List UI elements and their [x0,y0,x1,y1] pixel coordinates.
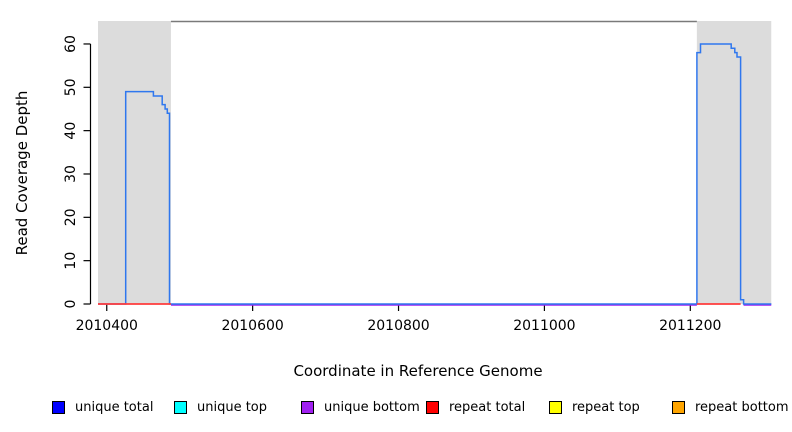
y-axis-title: Read Coverage Depth [13,90,31,256]
legend-swatch-repeat-top [549,400,562,414]
x-tick-label: 2010400 [76,318,138,334]
legend-swatch-unique-bottom [301,400,314,414]
shaded-region-left [98,21,171,304]
y-tick-label: 30 [63,165,79,183]
legend-swatch-unique-top [174,400,187,414]
x-tick-label: 2011200 [659,318,721,334]
x-tick-label: 2010600 [221,318,283,334]
legend-label-unique-top: unique top [197,399,268,415]
legend-swatch-repeat-bottom [672,400,685,414]
y-tick-label: 20 [63,208,79,226]
legend-label-unique-bottom: unique bottom [324,399,420,415]
legend: unique total unique top unique bottom repea… [0,399,792,417]
coverage-line [98,43,772,305]
legend-swatch-repeat-total [426,400,439,414]
legend-item-unique-top: unique top [174,399,267,415]
x-tick-label: 2011000 [513,318,575,334]
legend-item-unique-total: unique total [52,399,153,415]
legend-label-repeat-top: repeat top [572,399,640,415]
y-tick-label: 60 [63,35,79,53]
legend-label-repeat-total: repeat total [449,399,526,415]
legend-item-repeat-total: repeat total [426,399,525,415]
x-tick-label: 2010800 [367,318,429,334]
legend-label-unique-total: unique total [75,399,154,415]
legend-label-repeat-bottom: repeat bottom [695,399,789,415]
y-tick-label: 0 [63,300,79,309]
y-tick-label: 10 [63,252,79,270]
shaded-region-right [696,21,772,304]
legend-item-repeat-top: repeat top [549,399,640,415]
plot-area: 0 10 20 30 40 50 60 2010400 2010600 2010800 201100… [63,20,772,334]
legend-item-unique-bottom: unique bottom [301,399,420,415]
legend-item-repeat-bottom: repeat bottom [672,399,789,415]
y-tick-label: 50 [63,78,79,96]
x-axis-title: Coordinate in Reference Genome [293,362,543,380]
y-tick-label: 40 [63,122,79,140]
legend-swatch-unique-total [52,400,65,414]
